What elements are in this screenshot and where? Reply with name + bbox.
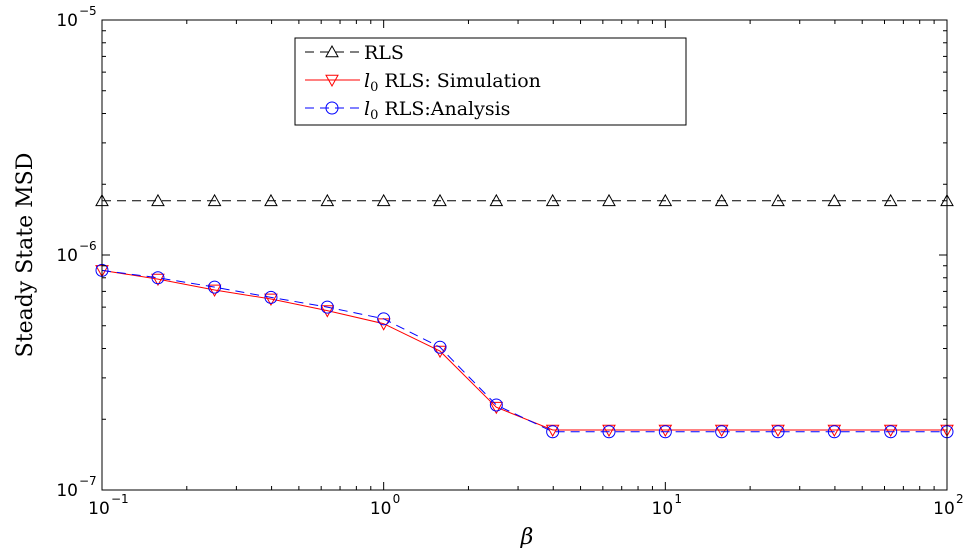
series-0 (95, 193, 954, 207)
tick-layer (101, 19, 948, 491)
series-line (101, 269, 947, 431)
svg-text:10: 10 (652, 499, 674, 519)
legend-label: l0 RLS:Analysis (364, 98, 510, 123)
legend-marker (325, 101, 339, 115)
data-point (602, 425, 616, 439)
data-point (264, 293, 278, 306)
legend-marker (325, 74, 339, 88)
svg-text:0: 0 (393, 492, 401, 506)
data-point (207, 193, 222, 207)
data-point (264, 193, 278, 207)
x-tick-label: 10 0 (370, 492, 400, 519)
tick-label-layer: 10 −1 10 0 10 1 10 210 −710 −610 −5 (56, 4, 963, 519)
svg-text:−1: −1 (111, 492, 129, 506)
data-point (433, 345, 447, 359)
data-point (208, 280, 222, 294)
data-point (546, 425, 560, 439)
data-point (489, 398, 503, 412)
svg-text:10: 10 (56, 481, 78, 501)
x-axis-label: β (520, 525, 534, 548)
svg-text:−7: −7 (79, 474, 97, 488)
data-point (715, 425, 729, 439)
x-tick-label: 10 2 (933, 492, 963, 519)
svg-text:10: 10 (56, 246, 78, 266)
y-tick-label: 10 −5 (56, 4, 96, 31)
svg-text:1: 1 (674, 492, 682, 506)
data-point (433, 340, 447, 354)
legend-entry-1: l0 RLS: Simulation (305, 70, 541, 95)
y-tick-label: 10 −6 (56, 239, 96, 266)
data-point (883, 424, 898, 438)
legend-entry-2: l0 RLS:Analysis (305, 98, 510, 123)
data-point (376, 193, 391, 207)
legend-entry-0: RLS (305, 42, 404, 64)
x-tick-label: 10 −1 (88, 492, 129, 519)
data-point (714, 193, 729, 207)
data-point (602, 193, 616, 207)
data-point (827, 424, 842, 438)
data-point (658, 425, 672, 439)
svg-text:10: 10 (88, 499, 110, 519)
series-line (101, 269, 947, 433)
data-point (714, 424, 729, 438)
svg-text:10: 10 (933, 499, 955, 519)
legend-box (294, 37, 687, 126)
legend: RLS l0 RLS: Simulation l0 RLS:Analysis (294, 37, 687, 126)
y-tick-label: 10 −7 (56, 474, 96, 501)
data-point (264, 290, 278, 304)
data-point (827, 425, 841, 439)
data-point (151, 273, 165, 287)
y-axis-label: Steady State MSD (13, 153, 38, 358)
svg-text:10: 10 (56, 11, 78, 31)
data-point (602, 424, 616, 438)
data-point (489, 193, 504, 207)
data-point (771, 425, 785, 439)
legend-marker (325, 44, 339, 58)
data-point (489, 401, 504, 415)
x-tick-label: 10 1 (652, 492, 682, 519)
data-point (658, 424, 673, 438)
data-point (884, 425, 898, 439)
svg-text:2: 2 (956, 492, 964, 506)
data-point (151, 271, 165, 285)
data-point (658, 193, 673, 207)
data-point (320, 300, 334, 314)
data-point (827, 193, 842, 207)
data-point (320, 305, 335, 318)
data-point (771, 193, 785, 207)
svg-text:−6: −6 (79, 239, 97, 253)
data-point (377, 312, 391, 326)
data-point (545, 193, 560, 207)
data-point (433, 193, 447, 207)
legend-label: RLS (364, 42, 404, 64)
svg-text:10: 10 (370, 499, 392, 519)
legend-label: l0 RLS: Simulation (364, 70, 541, 95)
data-point (151, 193, 165, 207)
data-point (207, 284, 222, 297)
data-point (320, 193, 335, 207)
data-point (883, 193, 898, 207)
svg-text:−5: −5 (79, 4, 97, 18)
data-point (771, 424, 785, 438)
